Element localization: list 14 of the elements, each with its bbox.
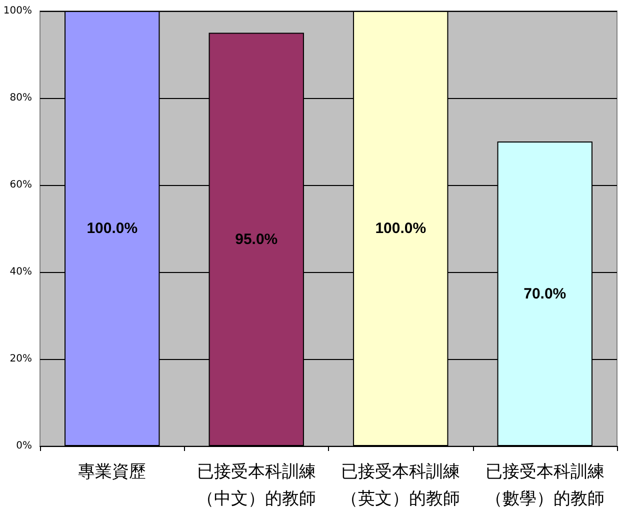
y-tick-label: 0%: [16, 440, 32, 452]
y-tick-label: 40%: [10, 266, 32, 278]
x-tick-label: 專業資歷: [78, 462, 146, 481]
y-tick-label: 100%: [3, 6, 32, 16]
data-label: 70.0%: [524, 285, 566, 302]
y-tick-label: 60%: [10, 180, 32, 190]
data-label: 100.0%: [375, 220, 426, 237]
x-tick-label: 已接受本科訓練（英文）的教師: [341, 462, 460, 508]
x-tick-label: 已接受本科訓練（中文）的教師: [196, 462, 316, 508]
x-tick-label: 已接受本科訓練（數學）的教師: [485, 462, 604, 508]
data-label: 100.0%: [86, 220, 138, 237]
y-tick-label: 80%: [10, 92, 32, 104]
y-tick-label: 20%: [10, 354, 32, 364]
data-label: 95.0%: [235, 230, 278, 248]
